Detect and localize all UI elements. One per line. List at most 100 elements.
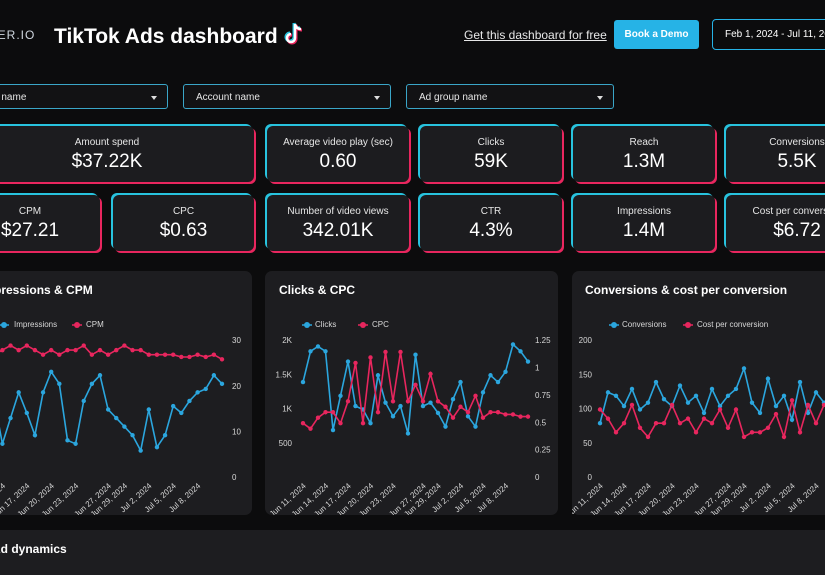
dropdown-caret bbox=[151, 96, 157, 100]
kpi-value: 1.4M bbox=[622, 220, 666, 241]
data-point bbox=[629, 402, 635, 408]
data-point bbox=[709, 386, 715, 392]
legend-label: Cost per conversion bbox=[697, 320, 768, 329]
data-point bbox=[368, 421, 373, 426]
data-point bbox=[179, 410, 184, 416]
date-range-picker[interactable]: Feb 1, 2024 - Jul 11, 2024 bbox=[712, 19, 825, 50]
data-point bbox=[765, 425, 771, 430]
kpi-label: Clicks bbox=[477, 137, 505, 148]
filter-dropdown[interactable]: Campaign name bbox=[0, 84, 168, 109]
chart-title: Clicks & CPC bbox=[279, 283, 355, 297]
data-point bbox=[323, 410, 328, 415]
data-point bbox=[597, 407, 603, 412]
book-demo-button[interactable]: Book a Demo bbox=[614, 20, 699, 49]
kpi-card: Cost per conversion $6.72 bbox=[726, 195, 825, 251]
data-point bbox=[435, 399, 441, 404]
chart-card: Clicks & CPC 500 1K 1.5K 2K 0 0.25 0.5 0.75 1 1.25… bbox=[265, 271, 558, 519]
data-point bbox=[805, 402, 811, 408]
data-point bbox=[789, 398, 795, 403]
data-point bbox=[73, 441, 78, 446]
data-point bbox=[330, 410, 336, 415]
kpi-label: Number of video views bbox=[287, 206, 389, 217]
series-line bbox=[0, 370, 223, 453]
data-point bbox=[709, 421, 715, 426]
kpi-card: Average video play (sec) 0.60 bbox=[267, 126, 409, 182]
data-point bbox=[383, 349, 388, 355]
filter-dropdown[interactable]: Account name bbox=[183, 84, 391, 109]
data-point bbox=[24, 343, 29, 348]
data-point bbox=[435, 410, 441, 416]
data-point bbox=[146, 352, 151, 357]
y2-tick-label: 0 bbox=[535, 473, 540, 482]
y2-tick-label: 20 bbox=[232, 382, 241, 391]
data-point bbox=[0, 441, 5, 446]
data-point bbox=[693, 393, 699, 398]
data-point bbox=[805, 410, 811, 416]
dashboard-title: TikTok Ads dashboard bbox=[54, 22, 306, 49]
data-point bbox=[613, 430, 619, 435]
data-point bbox=[488, 410, 493, 415]
data-point bbox=[122, 343, 127, 348]
kpi-card: Impressions 1.4M bbox=[573, 195, 715, 251]
data-point bbox=[677, 421, 683, 426]
chart-card: Impressions & CPM0102030Jun 11, 2024Jun … bbox=[0, 271, 252, 519]
data-point bbox=[146, 407, 151, 412]
data-point bbox=[458, 379, 463, 385]
data-point bbox=[503, 412, 508, 417]
data-point bbox=[187, 398, 192, 404]
data-point bbox=[473, 424, 478, 429]
data-point bbox=[525, 414, 531, 419]
data-point bbox=[97, 373, 103, 378]
data-point bbox=[495, 410, 501, 415]
data-point bbox=[315, 415, 321, 420]
kpi-card: Reach 1.3M bbox=[573, 126, 715, 182]
data-point bbox=[105, 352, 111, 357]
y-tick-label: 50 bbox=[583, 439, 592, 448]
y2-tick-label: 0.75 bbox=[535, 391, 551, 400]
data-point bbox=[797, 430, 803, 435]
data-point bbox=[57, 352, 62, 357]
data-point bbox=[32, 432, 38, 438]
legend-label: Conversions bbox=[622, 320, 666, 329]
kpi-value: $27.21 bbox=[0, 220, 60, 241]
chart-title: Conversions & cost per conversion bbox=[585, 283, 787, 297]
data-point bbox=[465, 410, 471, 415]
data-point bbox=[49, 369, 54, 375]
filter-dropdown[interactable]: Ad group name bbox=[406, 84, 614, 109]
get-dashboard-link[interactable]: Get this dashboard for free bbox=[464, 28, 607, 42]
data-point bbox=[383, 400, 388, 405]
section-title: Ad dynamics bbox=[0, 542, 67, 556]
data-point bbox=[338, 393, 343, 398]
data-point bbox=[717, 407, 723, 412]
section-card bbox=[0, 530, 825, 575]
data-point bbox=[510, 342, 516, 347]
data-point bbox=[315, 344, 321, 349]
data-point bbox=[661, 421, 667, 426]
data-point bbox=[219, 381, 225, 387]
y-tick-label: 1.5K bbox=[276, 370, 293, 379]
kpi-card: Conversions 5.5K bbox=[726, 126, 825, 182]
data-point bbox=[360, 421, 366, 426]
filter-label: Account name bbox=[196, 92, 260, 103]
data-point bbox=[645, 400, 651, 405]
data-point bbox=[89, 352, 95, 357]
data-point bbox=[701, 416, 707, 421]
y-tick-label: 500 bbox=[279, 439, 293, 448]
legend-label: CPM bbox=[86, 320, 104, 329]
y-tick-label: 2K bbox=[282, 336, 292, 345]
data-point bbox=[725, 425, 731, 430]
data-point bbox=[330, 427, 336, 433]
data-point bbox=[338, 421, 343, 426]
data-point bbox=[211, 373, 217, 378]
data-point bbox=[65, 438, 70, 443]
series-line bbox=[302, 342, 529, 434]
data-point bbox=[195, 390, 200, 395]
data-point bbox=[323, 349, 328, 354]
data-point bbox=[450, 415, 456, 420]
data-point bbox=[308, 426, 313, 431]
y-tick-label: 100 bbox=[579, 405, 593, 414]
data-point bbox=[162, 352, 168, 357]
data-point bbox=[89, 381, 95, 387]
y2-tick-label: 0 bbox=[232, 473, 237, 482]
data-point bbox=[122, 424, 127, 429]
